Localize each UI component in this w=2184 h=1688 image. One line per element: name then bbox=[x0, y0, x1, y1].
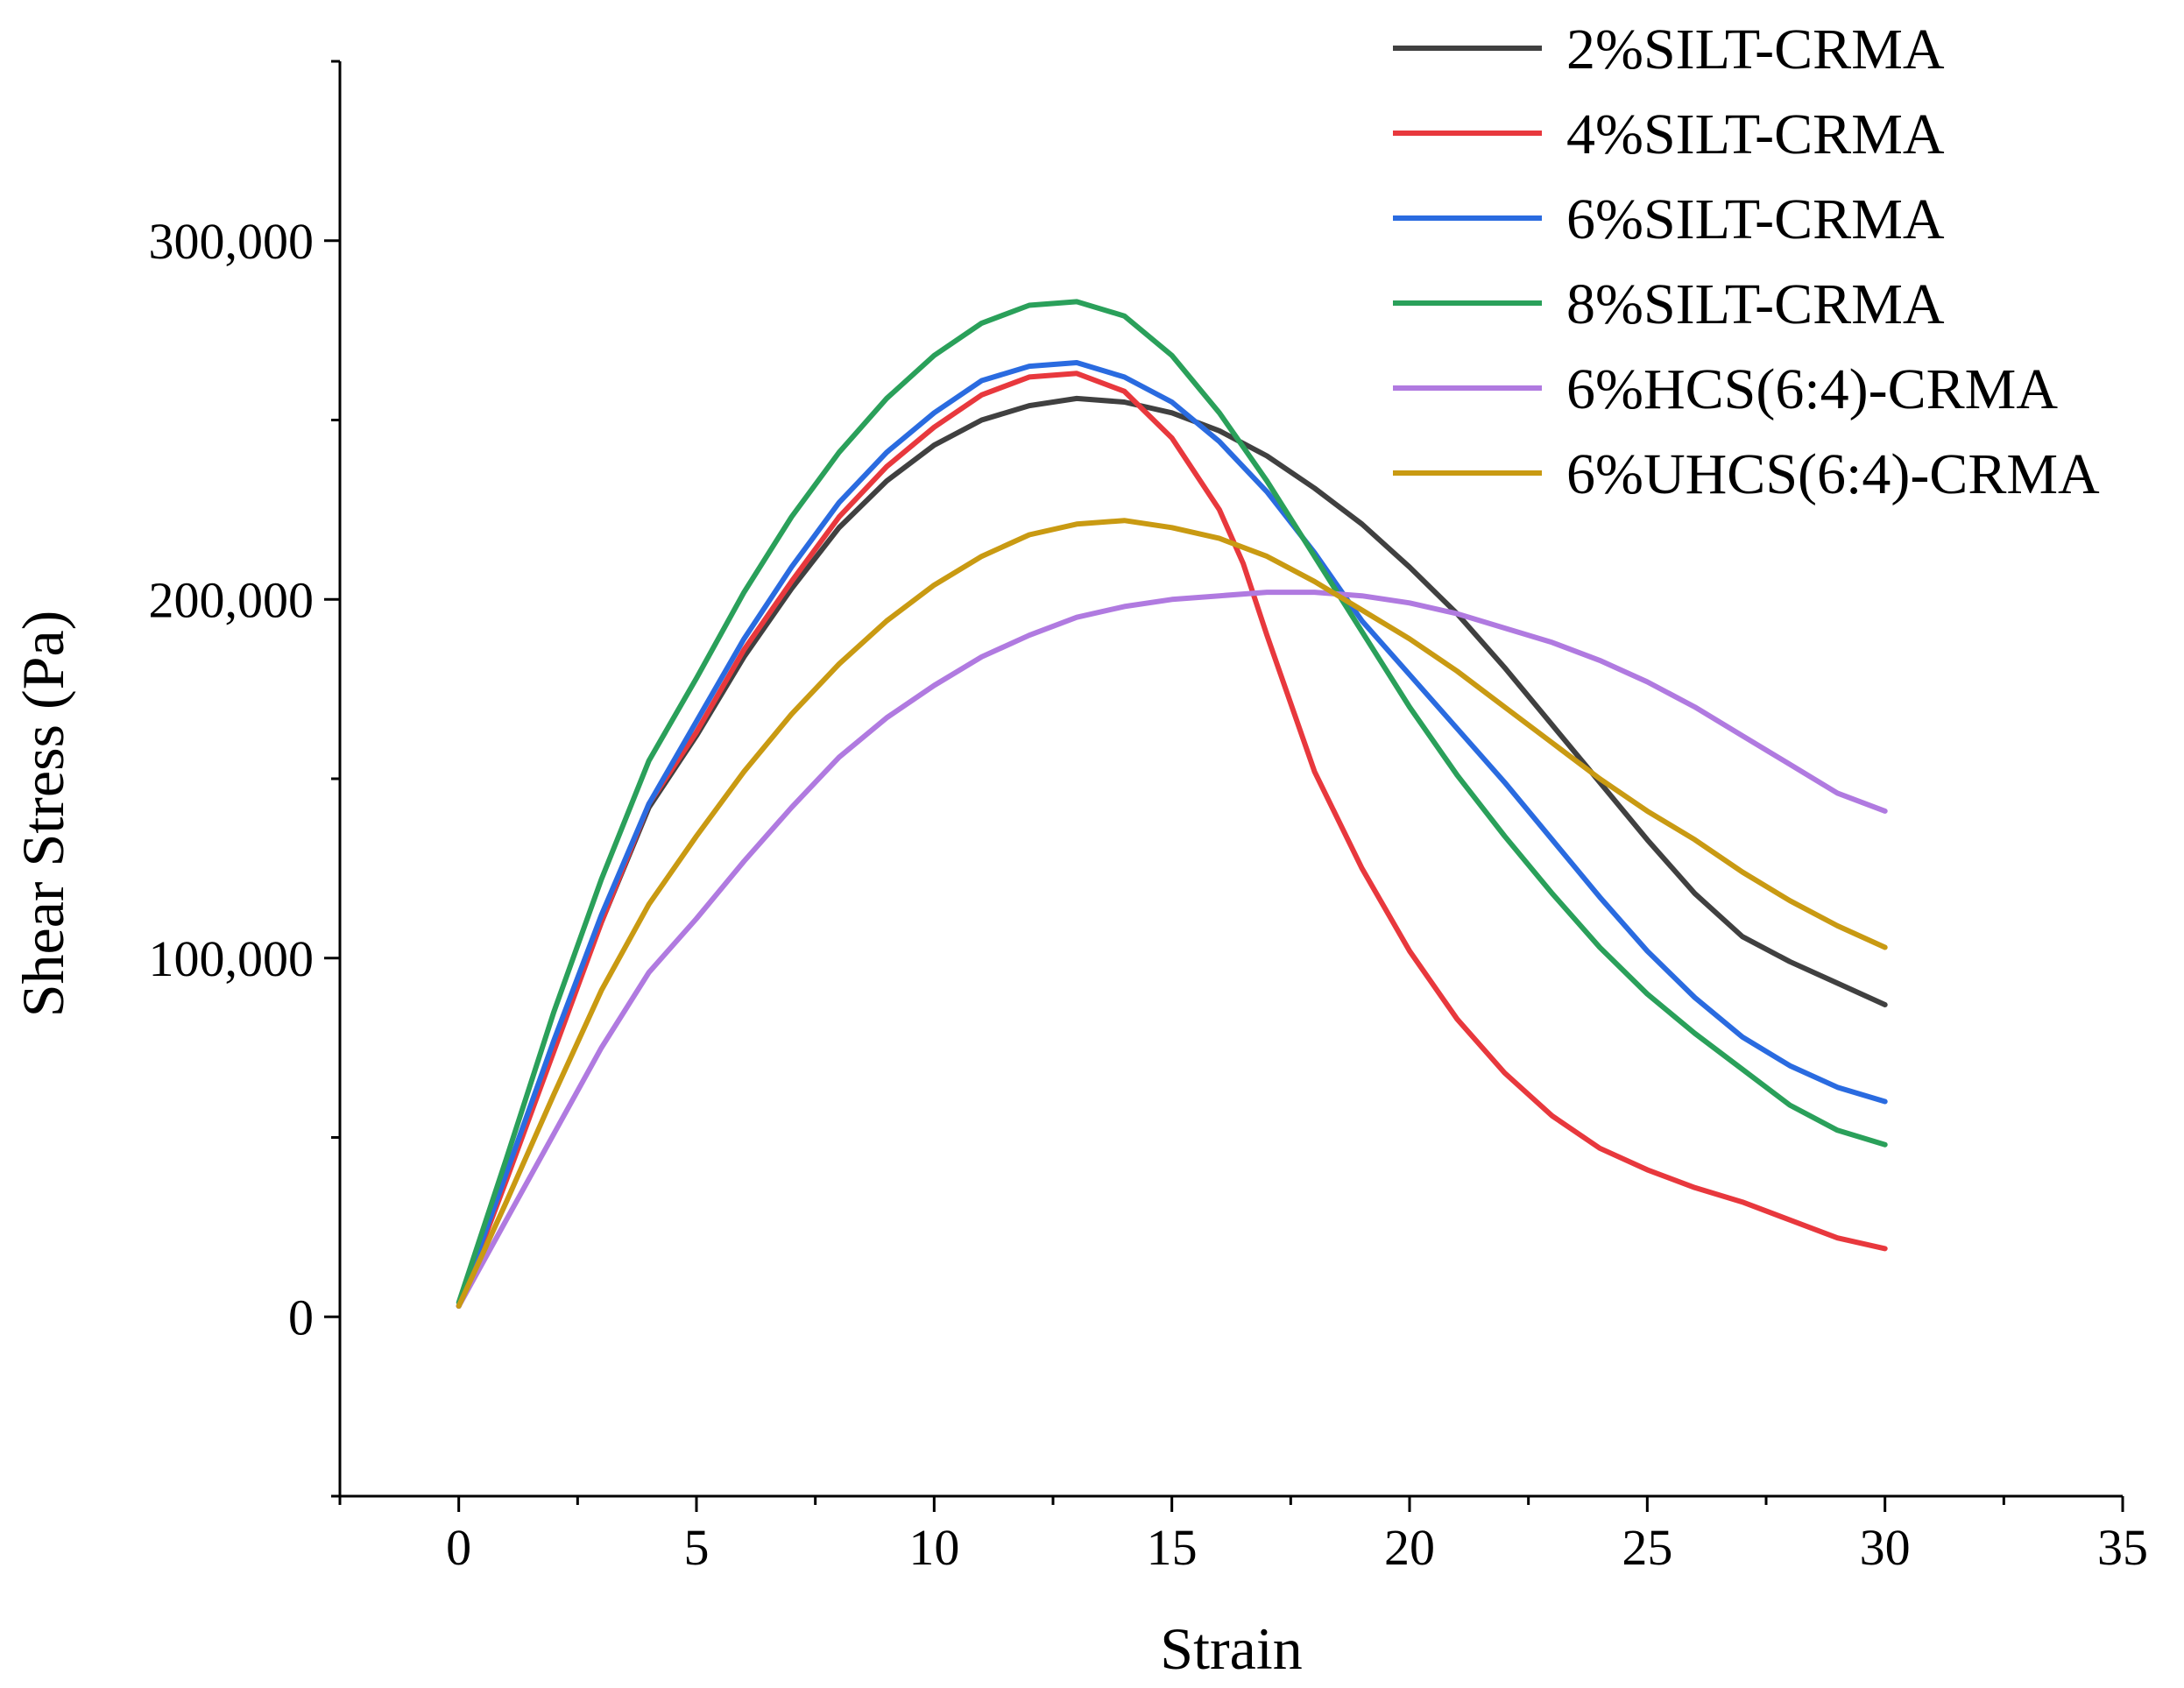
y-ticks: 0 100,000 200,000 300,000 bbox=[149, 60, 340, 1498]
series-line-6 bbox=[456, 518, 1888, 1309]
x-tick-label: 5 bbox=[684, 1519, 710, 1576]
x-axis-title: Strain bbox=[1160, 1615, 1302, 1682]
x-tick-label: 10 bbox=[908, 1519, 959, 1576]
x-tick-label: 35 bbox=[2097, 1519, 2148, 1576]
x-tick-label: 30 bbox=[1860, 1519, 1911, 1576]
legend-label-6: 6%UHCS(6:4)-CRMA bbox=[1566, 442, 2100, 506]
x-tick-label: 20 bbox=[1384, 1519, 1435, 1576]
y-axis-title: Shear Stress (Pa) bbox=[10, 611, 76, 1018]
series-line-5 bbox=[456, 590, 1888, 1309]
series-line-3 bbox=[456, 360, 1888, 1309]
legend-label-2: 4%SILT-CRMA bbox=[1566, 102, 1945, 166]
y-tick-label: 0 bbox=[288, 1289, 314, 1345]
legend: 2%SILT-CRMA 4%SILT-CRMA 6%SILT-CRMA 8%SILT-… bbox=[1393, 18, 2100, 506]
y-tick-label: 300,000 bbox=[149, 213, 315, 270]
legend-label-3: 6%SILT-CRMA bbox=[1566, 187, 1945, 251]
series-line-1 bbox=[456, 395, 1888, 1309]
legend-label-5: 6%HCS(6:4)-CRMA bbox=[1566, 357, 2058, 421]
plot-series bbox=[456, 299, 1888, 1309]
x-tick-label: 25 bbox=[1622, 1519, 1672, 1576]
legend-label-4: 8%SILT-CRMA bbox=[1566, 272, 1945, 336]
series-line-4 bbox=[456, 299, 1888, 1305]
legend-label-1: 2%SILT-CRMA bbox=[1566, 18, 1945, 81]
x-tick-label: 15 bbox=[1147, 1519, 1198, 1576]
x-ticks: 0 5 10 15 20 25 30 35 bbox=[338, 1496, 2148, 1576]
x-tick-label: 0 bbox=[446, 1519, 471, 1576]
series-line-2 bbox=[456, 371, 1888, 1309]
y-tick-label: 200,000 bbox=[149, 571, 315, 628]
y-tick-label: 100,000 bbox=[149, 930, 315, 987]
